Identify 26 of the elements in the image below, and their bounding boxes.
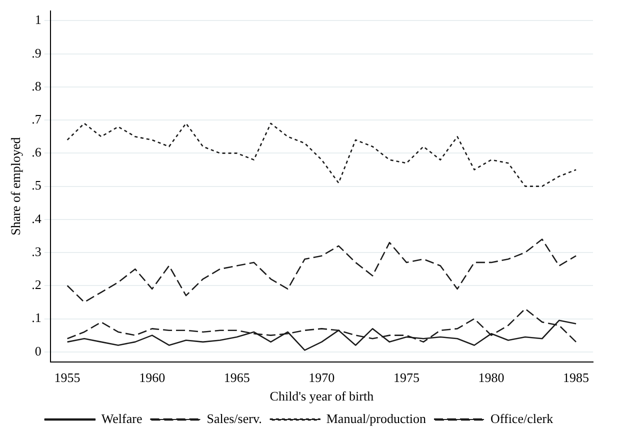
y-tick-label: .9	[32, 45, 42, 60]
x-axis-title: Child's year of birth	[270, 388, 374, 404]
x-tick-label: 1965	[224, 370, 250, 386]
x-tick-label: 1955	[54, 370, 80, 386]
x-tick-label: 1985	[563, 370, 590, 386]
legend-label: Manual/production	[326, 410, 427, 426]
y-tick-label: .1	[32, 310, 42, 326]
legend-label: Welfare	[101, 410, 142, 426]
y-tick-label: .8	[32, 78, 42, 94]
line-series	[66, 238, 577, 303]
y-tick-label: 0	[34, 343, 42, 358]
y-tick-label: .3	[32, 244, 42, 259]
y-tick-label: .4	[32, 210, 42, 226]
x-tick-label: 1960	[139, 370, 166, 386]
y-tick-label: 1	[34, 12, 42, 28]
x-tick-label: 1980	[478, 370, 504, 386]
line-series	[66, 122, 577, 187]
y-axis-title: Share of employed	[8, 136, 24, 236]
x-tick-label: 1975	[393, 370, 420, 386]
y-tick-label: .6	[32, 144, 42, 160]
x-tick-label: 1970	[308, 370, 335, 386]
y-tick-label: .7	[32, 111, 42, 126]
y-tick-label: .5	[32, 178, 42, 193]
legend-label: Office/clerk	[490, 410, 554, 426]
y-tick-label: .2	[32, 277, 42, 292]
legend-label: Sales/serv.	[206, 410, 262, 426]
